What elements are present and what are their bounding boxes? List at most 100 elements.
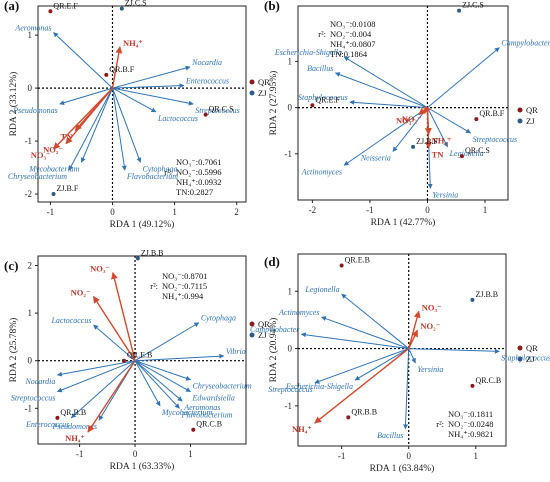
env-vector (111, 271, 136, 361)
sample-label: ZJ.C.S (462, 1, 484, 10)
legend-marker (517, 356, 523, 362)
species-label: Streptococcus (11, 394, 56, 403)
species-label: Actinomyces (301, 167, 342, 176)
x-tick-label: 2 (234, 207, 239, 217)
y-tick-label: -2 (25, 189, 33, 199)
species-vector (135, 353, 225, 362)
plot-frame (37, 255, 247, 445)
species-vector (80, 87, 113, 163)
env-label: NH₄⁺ (432, 135, 452, 145)
sample-point (51, 192, 56, 197)
sample-label: QR.E.F (53, 1, 78, 10)
x-tick-label: 1 (474, 451, 479, 461)
species-vector (427, 47, 500, 109)
legend-marker (249, 79, 255, 85)
species-vector (112, 65, 191, 89)
env-label: NO₃⁻ (422, 302, 442, 312)
x-tick-label: 0 (406, 451, 411, 461)
env-vector (408, 329, 419, 349)
stat-line: NO₃⁻:0.1811 (448, 409, 493, 419)
env-label: NO₂⁻ (420, 321, 440, 331)
sample-point (203, 112, 208, 117)
env-label: NO₂⁻ (402, 114, 422, 124)
y-tick-label: -1 (25, 136, 33, 146)
species-vector (334, 72, 428, 109)
legend-marker (517, 118, 523, 124)
rda-panel-3: -1 0 1 -1 0 1 2 RDA 1 (63.33%) RDA 2 (25.78%) (c)… (4, 248, 270, 472)
stat-line: TN:0.2827 (176, 187, 213, 197)
r2-label: r²: (318, 29, 326, 39)
env-label: NO₂⁻ (43, 145, 63, 155)
y-tick-label: 1 (28, 30, 33, 40)
species-label: Edwardsiella (192, 394, 235, 403)
species-vector (134, 360, 192, 381)
species-label: Legionella (449, 149, 484, 158)
sample-label: ZJ.B.B (475, 290, 498, 299)
stat-line: NH₄⁺:0.994 (162, 291, 204, 301)
species-label: Chryseobacterium (8, 172, 67, 181)
legend-label: ZJ (258, 88, 267, 98)
species-vector (343, 107, 428, 166)
sample-label: QR.C.B (196, 420, 222, 429)
species-label: Campylobacter (501, 39, 550, 48)
stat-line: NH₄⁺:0.0932 (176, 177, 221, 187)
sample-label: ZJ.B.F (57, 184, 79, 193)
y-axis-label: RDA 2 (25.78%) (8, 318, 19, 383)
species-vector (341, 293, 410, 349)
stat-line: NO₂⁻:0.5996 (176, 167, 221, 177)
species-label: Mycobacterium (28, 164, 79, 173)
x-tick-label: 1 (188, 449, 193, 459)
sample-point (457, 8, 462, 13)
env-vector (65, 87, 114, 145)
legend-label: ZJ (526, 116, 535, 126)
env-label: NO₃⁻ (31, 150, 51, 160)
stat-line: NO₂⁻:0.0248 (448, 419, 493, 429)
species-vector (134, 360, 191, 393)
species-vector (134, 360, 180, 409)
species-label: Lactococcus (157, 114, 198, 123)
species-vector (112, 87, 142, 163)
sample-label: QR.B.B (351, 407, 377, 416)
species-label: Streptococcus (195, 106, 240, 115)
species-label: Vibrio (226, 347, 246, 356)
species-vector (112, 88, 127, 171)
stat-line: NO₃⁻:0.7061 (176, 157, 221, 167)
y-tick-label: -1 (285, 149, 293, 159)
sample-point (191, 427, 196, 432)
y-tick-label: -1 (25, 403, 33, 413)
x-tick-label: -2 (309, 205, 317, 215)
legend-marker (249, 321, 255, 327)
legend-label: QR (258, 319, 270, 329)
species-vector (408, 348, 500, 354)
plot-frame (297, 253, 507, 447)
y-axis-label: RDA 2 (20.94%) (268, 318, 279, 383)
species-label: Staphylococcus (501, 353, 550, 362)
species-vector (53, 32, 113, 89)
y-tick-label: 1 (288, 286, 293, 296)
env-vector (111, 46, 123, 89)
sample-point (346, 415, 351, 420)
species-vector (134, 360, 161, 407)
r2-label: r²: (436, 419, 444, 429)
legend-marker (249, 90, 255, 96)
species-label: Yersinia (417, 365, 443, 374)
sample-label: ZJ.C.S (125, 0, 147, 8)
species-label: Pseudomonas (12, 106, 57, 115)
env-label: NO₃⁻ (396, 116, 416, 126)
x-axis-label: RDA 1 (63.33%) (110, 461, 175, 472)
x-tick-label: 0 (133, 449, 138, 459)
species-vector (314, 348, 409, 384)
x-tick-label: 1 (172, 207, 177, 217)
env-label: NO₃⁻ (90, 264, 110, 274)
species-label: Flavobacterium (180, 410, 232, 419)
sample-point (470, 297, 475, 302)
species-label: Pseudomonas (52, 422, 97, 431)
species-label: Escherichia-Shigella (285, 382, 353, 391)
env-vector (408, 310, 421, 349)
env-label: TN (60, 131, 73, 141)
sample-point (48, 9, 53, 14)
x-axis-label: RDA 1 (49.12%) (110, 219, 175, 230)
stat-line: NO₃⁻:0.0108 (330, 19, 375, 29)
env-vector (314, 348, 410, 424)
